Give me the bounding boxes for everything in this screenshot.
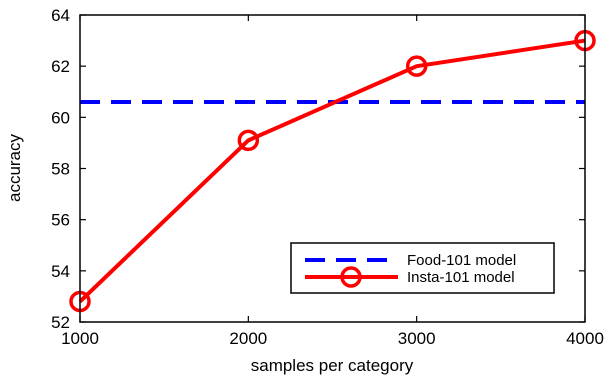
legend-box: [290, 242, 555, 294]
legend: Food-101 model Insta-101 model: [290, 242, 555, 294]
x-tick-label: 4000: [566, 329, 604, 348]
x-tick-label: 2000: [229, 329, 267, 348]
y-tick-label: 62: [51, 57, 70, 76]
plot-frame: [79, 14, 586, 323]
y-tick-label: 64: [51, 6, 70, 25]
legend-label-food-101: Food-101 model: [407, 252, 516, 269]
y-tick-label: 54: [51, 262, 70, 281]
y-tick-label: 56: [51, 211, 70, 230]
data-point: [237, 129, 260, 152]
series-line-1: [78, 38, 586, 303]
x-tick-label: 3000: [398, 329, 436, 348]
legend-label-insta-101: Insta-101 model: [407, 269, 515, 286]
legend-marker-insta-101: [340, 266, 362, 288]
y-tick-label: 58: [51, 160, 70, 179]
x-tick-label: 1000: [61, 329, 99, 348]
data-point: [405, 55, 428, 77]
y-tick-label: 60: [51, 108, 70, 127]
ticks-layer: 1000 2000 3000 4000 52 54 56 58 60 62 64: [51, 6, 604, 348]
y-tick-label: 52: [51, 313, 70, 332]
x-axis-label: samples per category: [251, 356, 414, 375]
y-axis-label: accuracy: [5, 133, 24, 202]
